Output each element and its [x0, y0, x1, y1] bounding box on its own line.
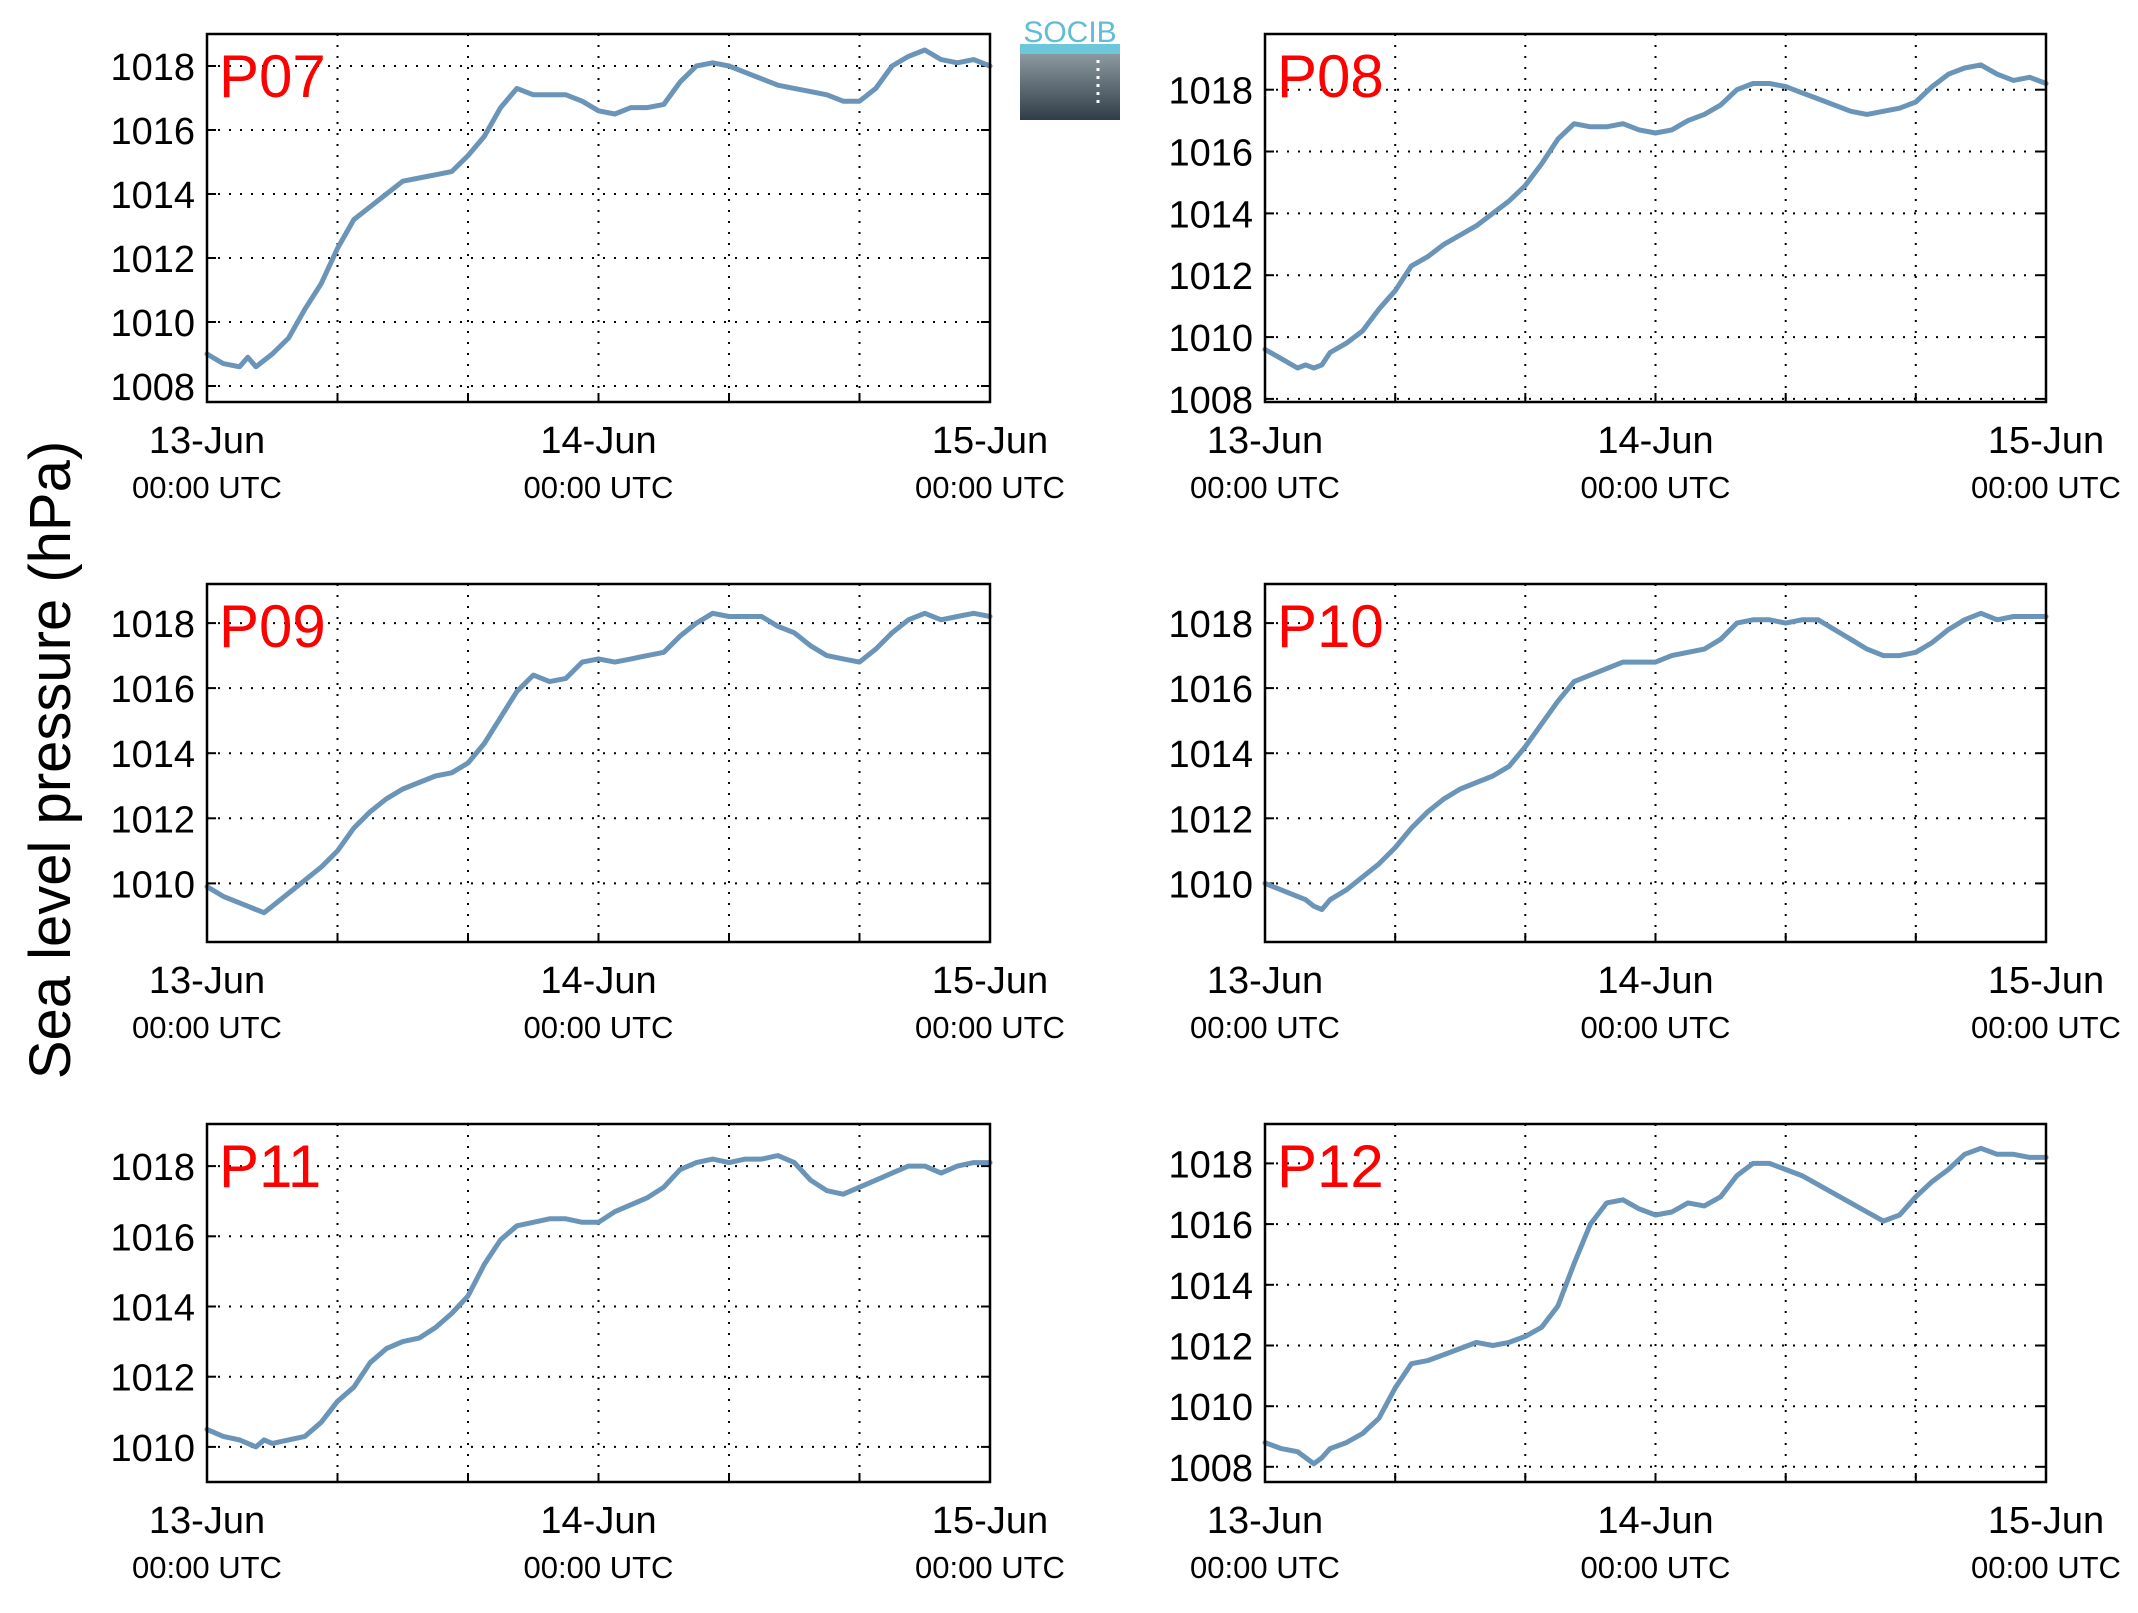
pressure-line: [1262, 610, 2049, 912]
pressure-line: [204, 47, 993, 370]
x-tick-label-time: 00:00 UTC: [132, 1550, 282, 1585]
y-tick-label: 1012: [1168, 256, 1253, 298]
y-tick-label: 1018: [1168, 604, 1253, 646]
pressure-line: [204, 610, 993, 916]
y-tick-label: 1010: [110, 864, 195, 906]
x-tick-label-date: 14-Jun: [540, 960, 656, 1002]
panel-p10: 1010 1012 1014 1016 1018 13-Jun 00:00 UTC 14-Ju…: [1168, 582, 2121, 1045]
x-tick-label-date: 13-Jun: [1207, 1500, 1323, 1542]
y-tick-label: 1016: [1168, 133, 1253, 175]
y-tick-label: 1016: [110, 669, 195, 711]
station-label: P10: [1277, 593, 1384, 660]
x-tick-label-time: 00:00 UTC: [915, 470, 1065, 505]
y-tick-label: 1008: [110, 367, 195, 409]
x-tick-label-date: 13-Jun: [149, 420, 265, 462]
x-tick-label-time: 00:00 UTC: [132, 470, 282, 505]
axes-frame: [205, 582, 992, 944]
y-tick-label: 1018: [110, 47, 195, 89]
y-tick-label: 1010: [110, 303, 195, 345]
station-label: P12: [1277, 1133, 1384, 1200]
axes-frame: [1263, 1122, 2048, 1484]
pressure-line: [1262, 62, 2049, 371]
panel-p07: 1008 1010 1012 1014 1016 1018 13-Jun 00:00 UTC 1…: [110, 32, 1065, 505]
x-tick-label-date: 13-Jun: [149, 960, 265, 1002]
y-tick-label: 1014: [1168, 1266, 1253, 1308]
x-tick-label-date: 13-Jun: [1207, 960, 1323, 1002]
x-tick-label-time: 00:00 UTC: [915, 1010, 1065, 1045]
axes-frame: [1263, 32, 2048, 404]
x-tick-label-date: 14-Jun: [540, 420, 656, 462]
y-axis-label: Sea level pressure (hPa): [18, 441, 83, 1079]
y-tick-label: 1010: [110, 1428, 195, 1470]
x-tick-label-date: 15-Jun: [1988, 1500, 2104, 1542]
axes-frame: [205, 1122, 992, 1484]
x-tick-label-date: 15-Jun: [932, 960, 1048, 1002]
panel-p08: 1008 1010 1012 1014 1016 1018 13-Jun 00:00 UTC 1…: [1168, 32, 2121, 505]
station-label: P09: [219, 593, 326, 660]
x-tick-label-time: 00:00 UTC: [1190, 470, 1340, 505]
logo-text: SOCIB: [1023, 16, 1116, 49]
y-tick-label: 1014: [110, 734, 195, 776]
x-tick-label-time: 00:00 UTC: [524, 470, 674, 505]
y-tick-label: 1012: [110, 799, 195, 841]
x-tick-label-date: 15-Jun: [1988, 960, 2104, 1002]
x-tick-label-time: 00:00 UTC: [1581, 470, 1731, 505]
y-tick-label: 1018: [110, 1147, 195, 1189]
y-tick-label: 1012: [110, 239, 195, 281]
x-tick-label-time: 00:00 UTC: [132, 1010, 282, 1045]
x-tick-label-date: 15-Jun: [932, 1500, 1048, 1542]
x-tick-label-date: 13-Jun: [149, 1500, 265, 1542]
panel-p09: 1010 1012 1014 1016 1018 13-Jun 00:00 UTC 14-Ju…: [110, 582, 1065, 1045]
x-tick-label-date: 15-Jun: [932, 420, 1048, 462]
panel-p12: 1008 1010 1012 1014 1016 1018 13-Jun 00:00 UTC 1…: [1168, 1122, 2121, 1585]
x-tick-label-time: 00:00 UTC: [915, 1550, 1065, 1585]
x-tick-label-date: 14-Jun: [1597, 420, 1713, 462]
y-tick-label: 1008: [1168, 1448, 1253, 1490]
x-tick-label-time: 00:00 UTC: [524, 1550, 674, 1585]
pressure-line: [1262, 1145, 2049, 1467]
station-label: P07: [219, 43, 326, 110]
x-tick-label-time: 00:00 UTC: [1971, 470, 2121, 505]
x-tick-label-time: 00:00 UTC: [1971, 1010, 2121, 1045]
x-tick-label-time: 00:00 UTC: [1581, 1550, 1731, 1585]
x-tick-label-date: 14-Jun: [540, 1500, 656, 1542]
x-tick-label-date: 13-Jun: [1207, 420, 1323, 462]
x-tick-label-time: 00:00 UTC: [1190, 1010, 1340, 1045]
y-tick-label: 1014: [1168, 734, 1253, 776]
y-tick-label: 1018: [1168, 1144, 1253, 1186]
y-tick-label: 1018: [1168, 71, 1253, 113]
y-tick-label: 1010: [1168, 318, 1253, 360]
y-tick-label: 1016: [110, 1217, 195, 1259]
x-tick-label-date: 15-Jun: [1988, 420, 2104, 462]
station-label: P11: [219, 1133, 321, 1200]
y-tick-label: 1012: [110, 1358, 195, 1400]
y-tick-label: 1016: [110, 111, 195, 153]
axes-frame: [1263, 582, 2048, 944]
y-tick-label: 1014: [110, 175, 195, 217]
x-tick-label-time: 00:00 UTC: [1581, 1010, 1731, 1045]
y-tick-label: 1012: [1168, 1327, 1253, 1369]
y-tick-label: 1012: [1168, 799, 1253, 841]
y-tick-label: 1008: [1168, 380, 1253, 422]
station-label: P08: [1277, 43, 1384, 110]
axes-frame: [205, 32, 992, 404]
y-tick-label: 1016: [1168, 669, 1253, 711]
y-tick-label: 1010: [1168, 1387, 1253, 1429]
socib-logo: SOCIB: [1020, 16, 1120, 120]
y-tick-label: 1018: [110, 604, 195, 646]
y-tick-label: 1016: [1168, 1205, 1253, 1247]
panel-p11: 1010 1012 1014 1016 1018 13-Jun 00:00 UTC 14-Ju…: [110, 1122, 1065, 1585]
x-tick-label-time: 00:00 UTC: [524, 1010, 674, 1045]
y-tick-label: 1014: [110, 1288, 195, 1330]
x-tick-label-time: 00:00 UTC: [1971, 1550, 2121, 1585]
x-tick-label-date: 14-Jun: [1597, 960, 1713, 1002]
pressure-line: [204, 1153, 993, 1450]
y-tick-label: 1010: [1168, 864, 1253, 906]
x-tick-label-date: 14-Jun: [1597, 1500, 1713, 1542]
x-tick-label-time: 00:00 UTC: [1190, 1550, 1340, 1585]
y-tick-label: 1014: [1168, 194, 1253, 236]
